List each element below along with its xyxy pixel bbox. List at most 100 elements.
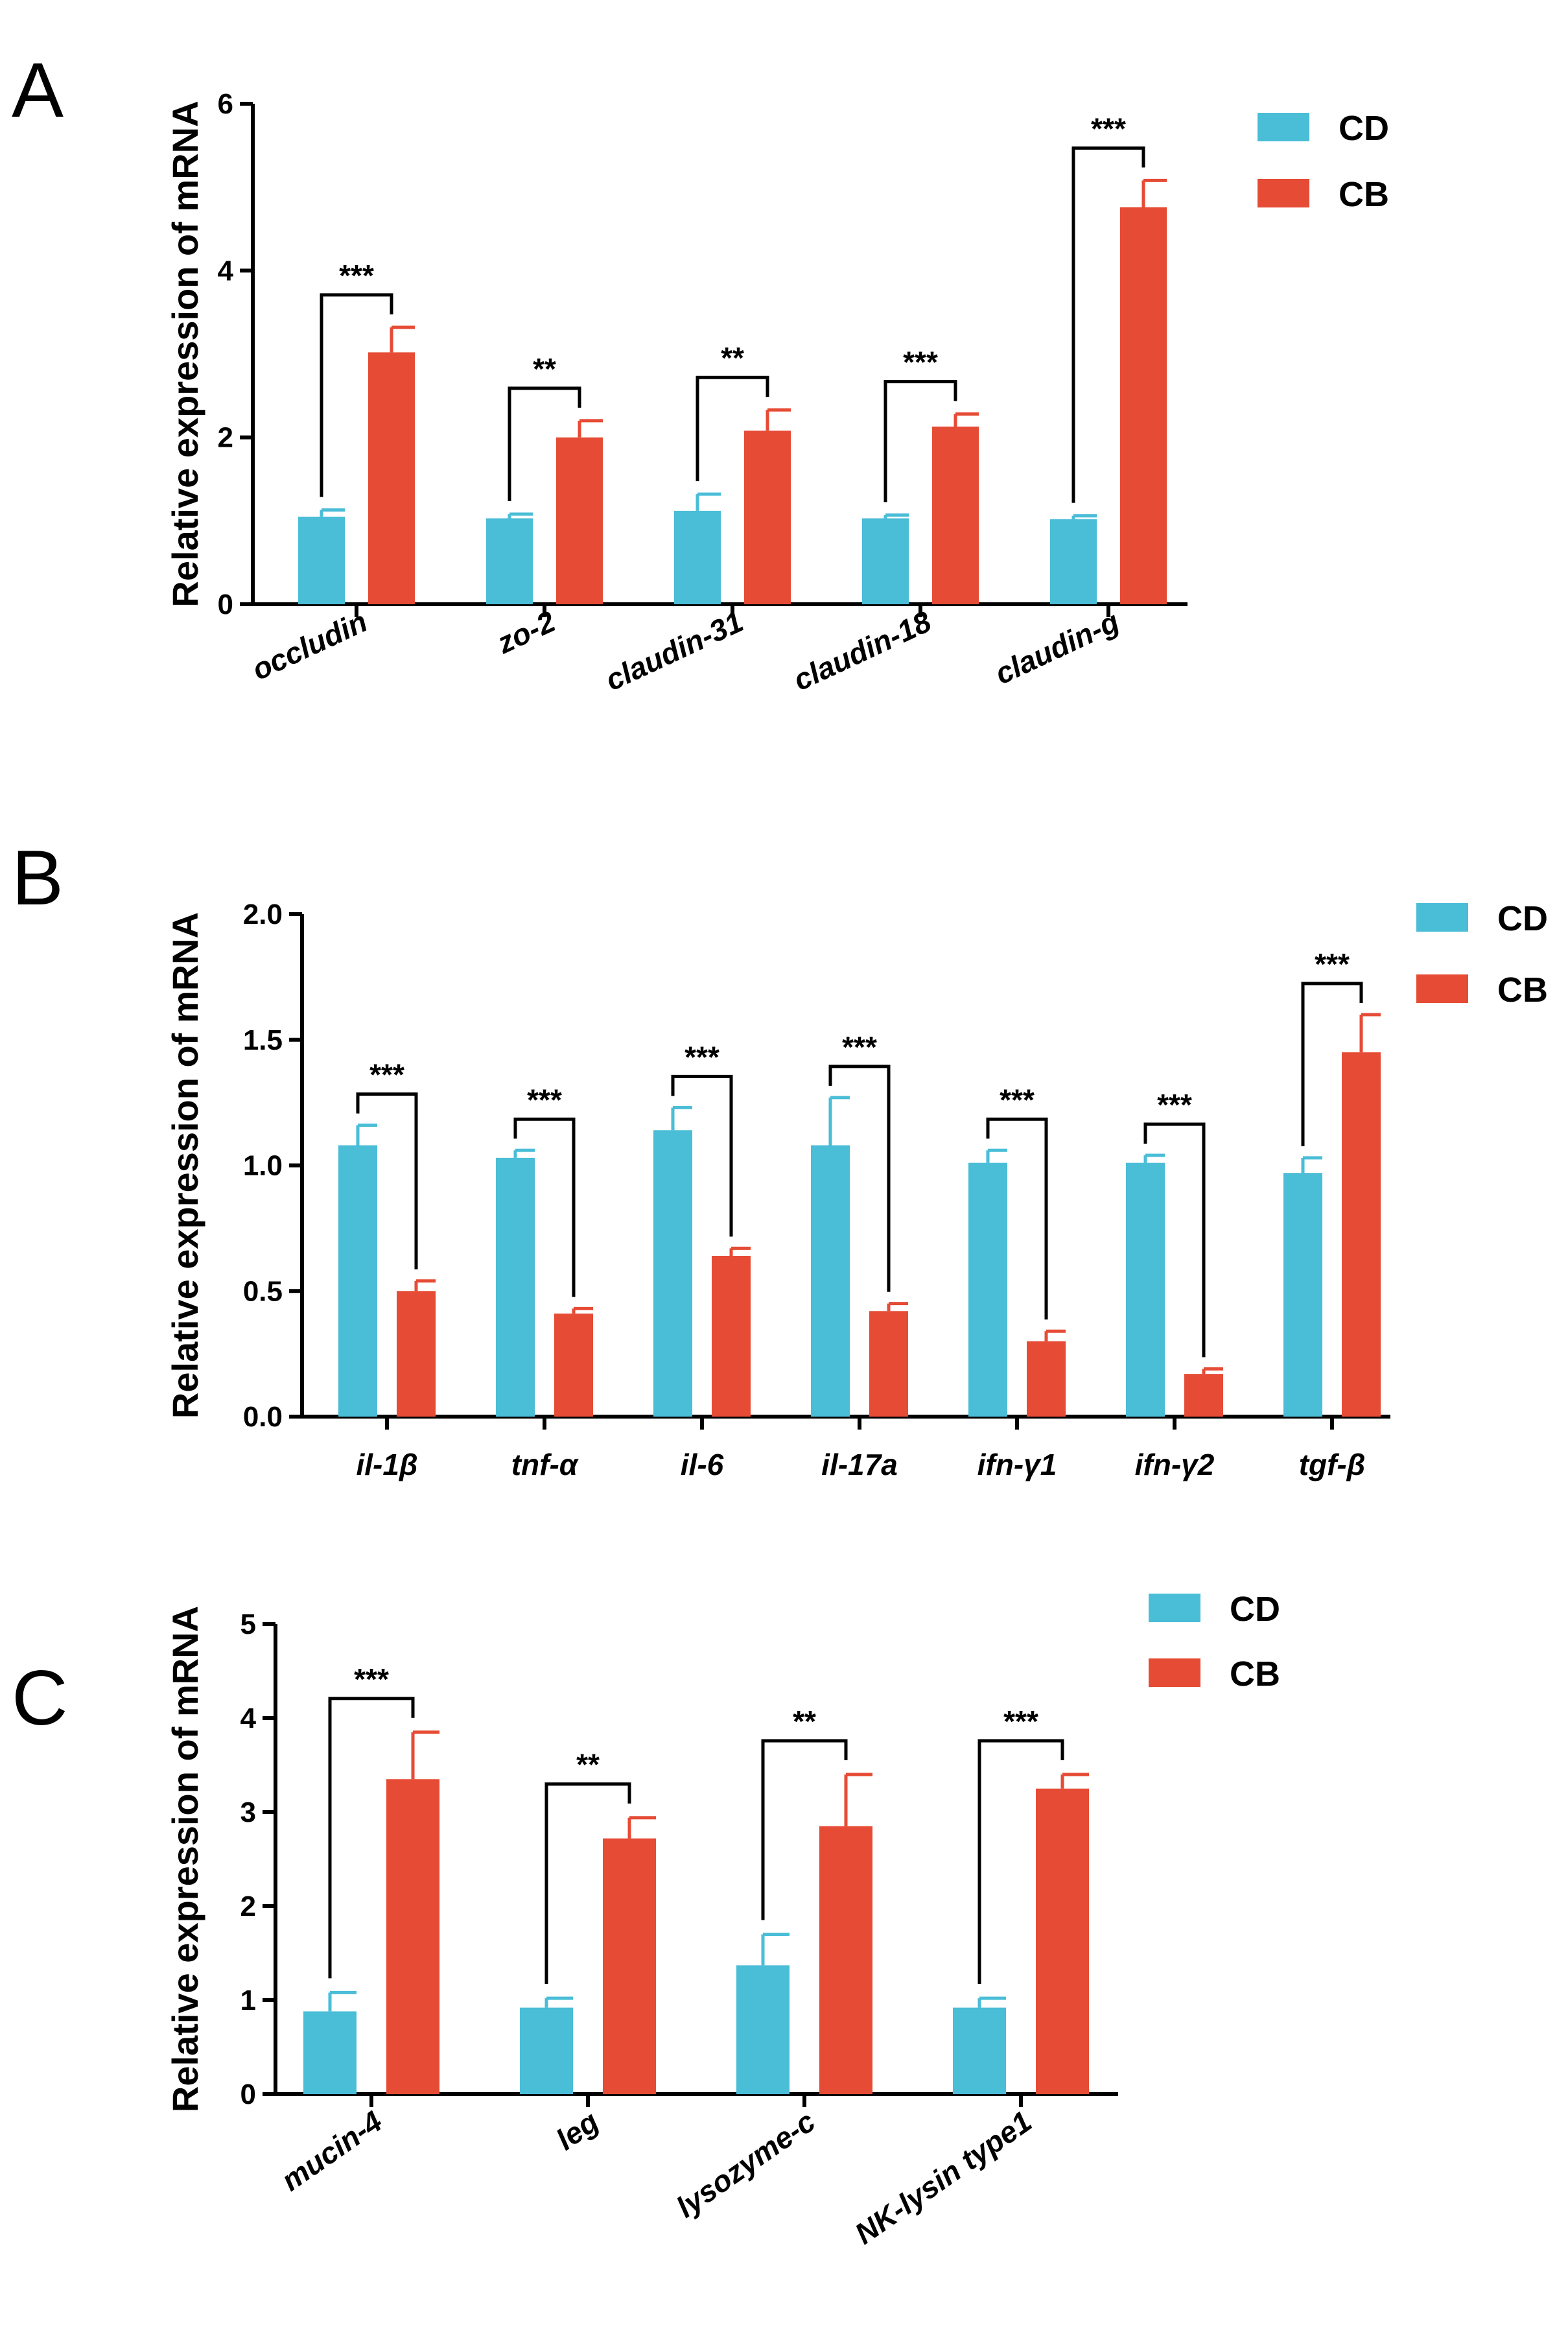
bar-cd: [953, 2007, 1006, 2094]
bar-cd: [496, 1157, 535, 1417]
significance-bracket: [1071, 146, 1145, 503]
legend-label-cd: CD: [1339, 109, 1389, 148]
significance-label: ***: [1157, 1088, 1192, 1122]
bar-cd: [520, 2007, 573, 2094]
category-label: NK-lysin type1: [848, 2104, 1038, 2251]
significance-label: ***: [685, 1040, 720, 1074]
bar-cb: [397, 1291, 436, 1417]
significance-label: ***: [369, 1058, 404, 1092]
panel-letter: A: [12, 47, 64, 134]
category-label: tnf-α: [511, 1448, 579, 1481]
bar-cb: [1027, 1341, 1066, 1417]
bar-cd: [811, 1145, 850, 1417]
significance-label: ***: [842, 1030, 877, 1064]
y-tick-label: 5: [240, 1609, 256, 1640]
bar-cd: [862, 518, 909, 604]
category-label: leg: [550, 2104, 604, 2157]
bar-cb: [1036, 1788, 1089, 2094]
panel-letter: B: [12, 834, 64, 921]
category-label: ifn-γ1: [977, 1448, 1057, 1481]
legend-swatch-cd: [1258, 113, 1309, 141]
significance-label: ***: [903, 346, 938, 379]
panel-letter: C: [12, 1655, 68, 1741]
bar-cb: [1184, 1374, 1223, 1417]
significance-label: ***: [1000, 1083, 1035, 1116]
category-label: il-1β: [356, 1448, 417, 1481]
category-label: ifn-γ2: [1135, 1448, 1215, 1481]
significance-label: ***: [339, 259, 374, 292]
significance-bracket: [1301, 982, 1363, 1146]
y-tick-label: 4: [240, 1703, 257, 1734]
significance-bracket: [328, 1697, 415, 1979]
bar-cb: [932, 426, 979, 604]
category-label: claudin-31: [600, 604, 748, 697]
category-label: il-6: [681, 1448, 724, 1481]
panel-a: A Relative expression of mRNA 0 2 4 6 occludin…: [12, 47, 1389, 697]
bar-cd: [338, 1145, 377, 1417]
legend-label-cd: CD: [1230, 1590, 1280, 1629]
category-label: claudin-18: [788, 604, 937, 697]
significance-bracket: [828, 1065, 891, 1292]
y-tick-label: 0.0: [243, 1401, 283, 1433]
bar-cd: [1050, 519, 1097, 604]
category-label: il-17a: [821, 1448, 898, 1481]
y-tick-label: 1.0: [243, 1150, 283, 1182]
category-label: tgf-β: [1299, 1448, 1366, 1481]
legend-label-cb: CB: [1497, 971, 1548, 1009]
y-axis-label: Relative expression of mRNA: [165, 912, 205, 1419]
category-label: zo-2: [491, 604, 561, 661]
bar-cd: [298, 516, 345, 604]
significance-bracket: [544, 1782, 631, 1985]
panel-c: C Relative expression of mRNA 0 1 2 3 4 5 mucin-…: [12, 1590, 1280, 2250]
legend-swatch-cb: [1416, 974, 1468, 1003]
category-label: claudin-g: [990, 604, 1124, 691]
y-tick-label: 0.5: [243, 1275, 283, 1307]
significance-bracket: [513, 1117, 576, 1297]
significance-label: ***: [527, 1083, 562, 1116]
bar-cd: [674, 510, 721, 604]
bar-cb: [603, 1838, 656, 2094]
significance-bracket: [977, 1739, 1064, 1985]
bar-cd: [486, 518, 533, 604]
significance-label: ***: [354, 1662, 389, 1696]
bar-cb: [1342, 1052, 1381, 1417]
y-tick-label: 2.0: [243, 899, 283, 930]
significance-label: ***: [1003, 1704, 1038, 1738]
y-tick-label: 0: [218, 589, 233, 620]
bar-cd: [653, 1130, 692, 1417]
legend-label-cb: CB: [1339, 175, 1389, 214]
significance-bracket: [696, 375, 769, 482]
y-tick-label: 3: [240, 1797, 256, 1828]
bar-cd: [736, 1965, 790, 2094]
significance-label: **: [721, 341, 744, 375]
bar-cb: [819, 1826, 872, 2094]
bar-cb: [712, 1256, 751, 1417]
significance-bracket: [1143, 1122, 1206, 1358]
bar-cb: [556, 437, 603, 604]
category-label: mucin-4: [275, 2104, 388, 2198]
y-tick-label: 6: [218, 88, 233, 120]
bar-cb: [869, 1311, 908, 1417]
significance-bracket: [761, 1739, 848, 1920]
significance-bracket: [883, 380, 957, 502]
bar-cd: [968, 1162, 1007, 1417]
y-tick-label: 2: [240, 1891, 256, 1922]
y-tick-label: 1.5: [243, 1024, 283, 1056]
y-tick-label: 4: [218, 255, 234, 287]
bar-cb: [1120, 207, 1167, 605]
bar-cb: [744, 430, 791, 604]
panel-b: B Relative expression of mRNA 0.0 0.5 1.0 1.5…: [12, 834, 1548, 1481]
bar-cd: [303, 2011, 357, 2094]
legend-swatch-cb: [1149, 1658, 1200, 1687]
significance-bracket: [671, 1074, 733, 1237]
y-tick-label: 1: [240, 1985, 256, 2016]
bar-cb: [554, 1314, 593, 1417]
y-axis-label: Relative expression of mRNA: [165, 1606, 205, 2112]
significance-bracket: [986, 1117, 1048, 1320]
legend-label-cb: CB: [1230, 1655, 1280, 1693]
significance-bracket: [356, 1092, 418, 1269]
significance-label: ***: [1091, 112, 1126, 145]
y-tick-label: 0: [240, 2079, 256, 2110]
significance-label: **: [793, 1704, 816, 1738]
